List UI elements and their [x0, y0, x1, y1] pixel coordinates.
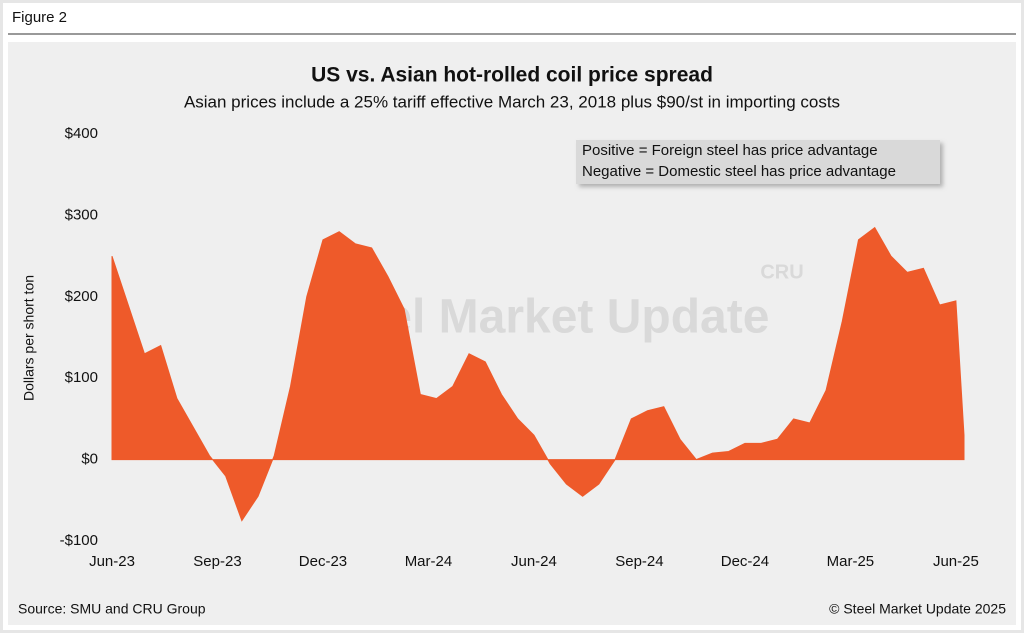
- y-tick-label: $300: [65, 206, 98, 223]
- chart-title: US vs. Asian hot-rolled coil price sprea…: [311, 64, 713, 87]
- plot: [111, 226, 965, 522]
- source: Source: SMU and CRU Group: [18, 601, 206, 617]
- y-tick-label: $200: [65, 288, 98, 305]
- x-tick-label: Dec-24: [721, 553, 769, 570]
- figure-label: Figure 2: [12, 9, 67, 26]
- y-tick-label: -$100: [60, 532, 98, 549]
- y-tick-label: $0: [81, 451, 98, 468]
- x-tick-label: Sep-23: [193, 553, 241, 570]
- annotation: Negative = Domestic steel has price adva…: [582, 163, 896, 180]
- x-tick-label: Jun-25: [933, 553, 979, 570]
- area: [111, 226, 965, 522]
- x-tick-label: Jun-23: [89, 553, 135, 570]
- x-tick-label: Sep-24: [615, 553, 663, 570]
- y-tick-label: $100: [65, 369, 98, 386]
- chart-subtitle: Asian prices include a 25% tariff effect…: [184, 92, 840, 111]
- x-tick-label: Dec-23: [299, 553, 347, 570]
- y-axis-label: Dollars per short ton: [21, 275, 37, 401]
- copyright: © Steel Market Update 2025: [829, 601, 1006, 617]
- watermark-logo: CRU: [760, 261, 803, 283]
- annotation: Positive = Foreign steel has price advan…: [582, 142, 878, 159]
- x-tick-label: Jun-24: [511, 553, 557, 570]
- x-tick-label: Mar-24: [405, 553, 453, 570]
- y-tick-label: $400: [65, 125, 98, 142]
- annotation-box: [576, 140, 940, 184]
- x-tick-label: Mar-25: [827, 553, 875, 570]
